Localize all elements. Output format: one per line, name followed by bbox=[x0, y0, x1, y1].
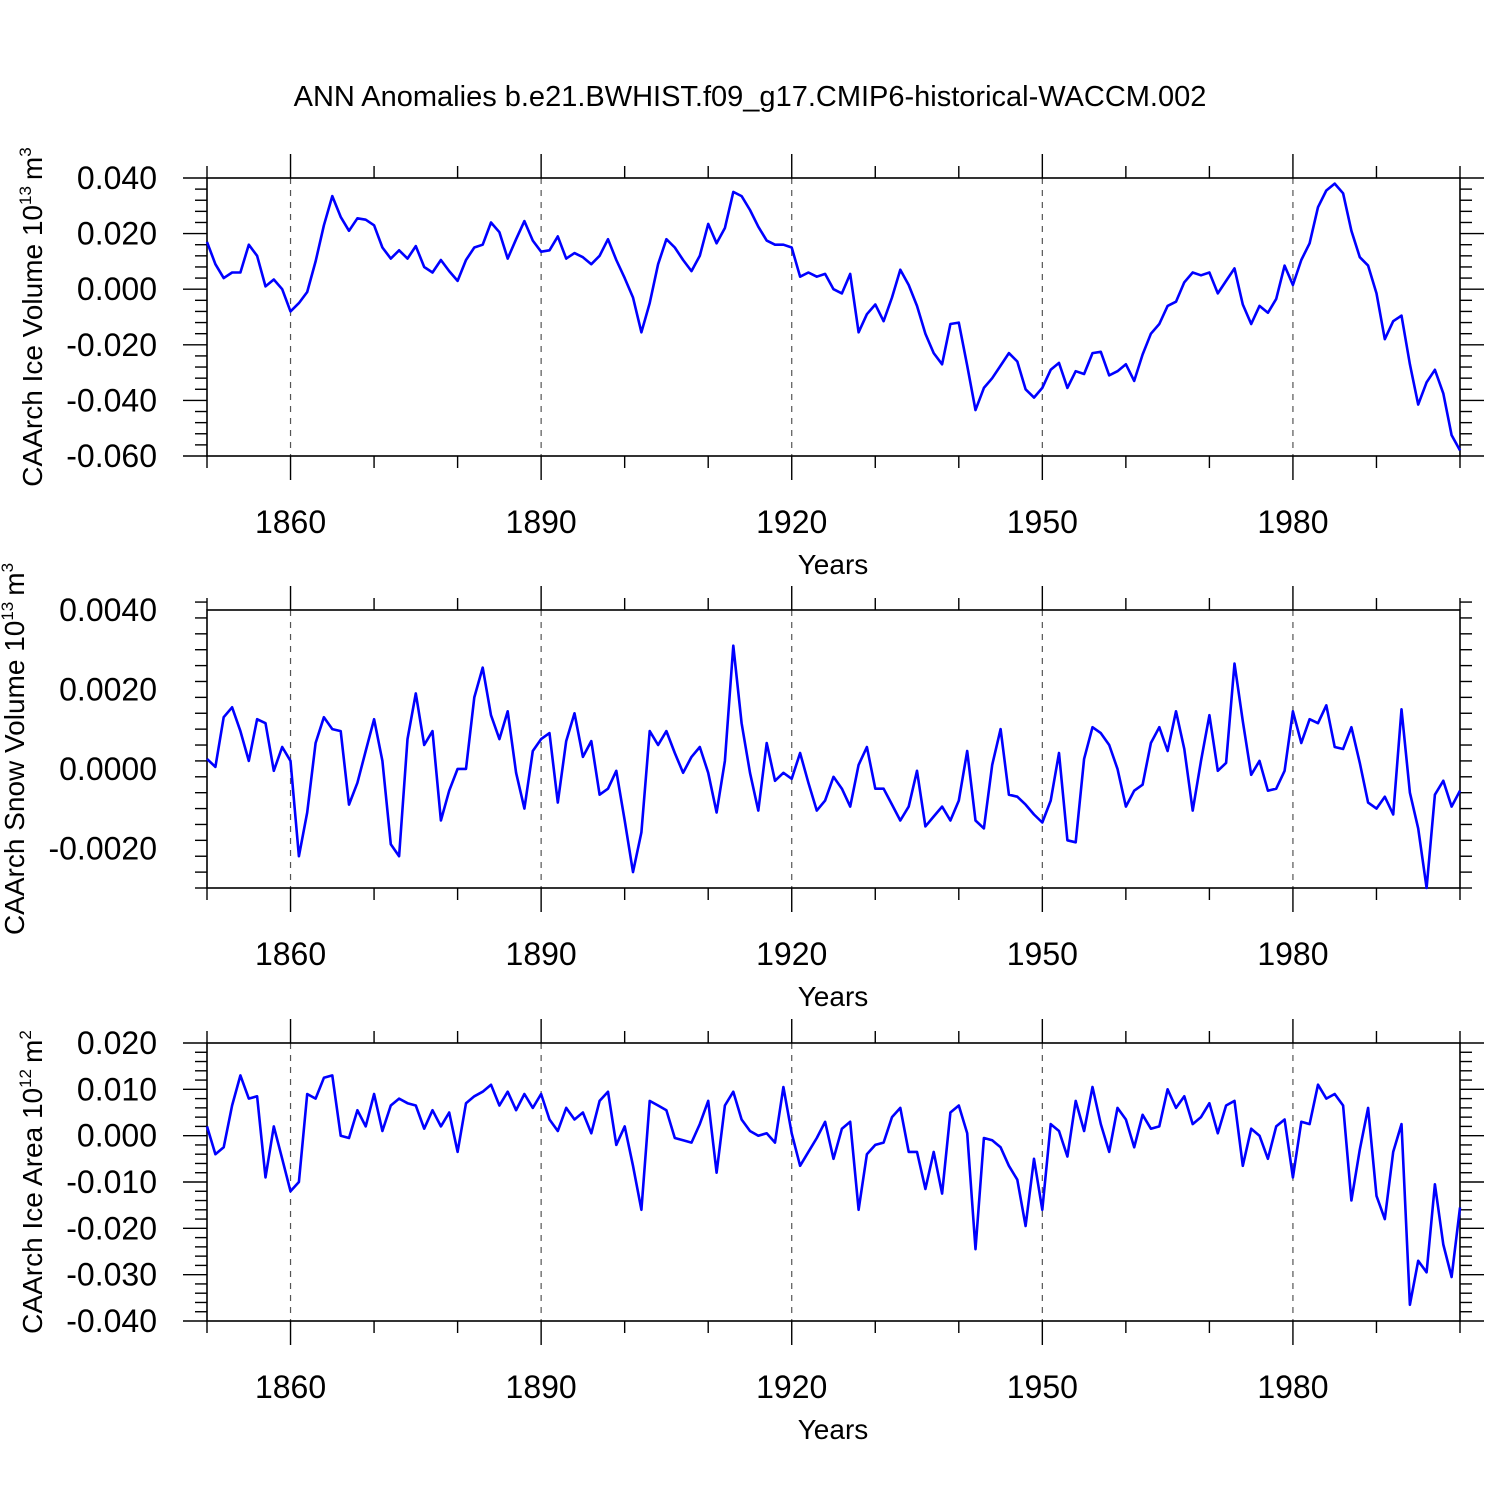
y-axis-label-unit: m bbox=[17, 157, 48, 180]
x-tick-label: 1950 bbox=[1007, 1369, 1078, 1405]
y-tick-label: 0.000 bbox=[77, 1118, 157, 1154]
x-axis-label: Years bbox=[798, 981, 869, 1012]
y-axis-label: CAArch Ice Volume 1013 m3 bbox=[16, 147, 48, 486]
x-tick-label: 1890 bbox=[506, 504, 577, 540]
x-tick-label: 1860 bbox=[255, 1369, 326, 1405]
y-axis-label-exponent: 13 bbox=[16, 186, 35, 205]
y-tick-label: 0.0000 bbox=[59, 751, 157, 787]
y-axis-label-main: CAArch Ice Area 10 bbox=[17, 1088, 48, 1334]
y-axis-label-unit-exponent: 2 bbox=[16, 1030, 35, 1039]
y-axis-label-main: CAArch Snow Volume 10 bbox=[0, 621, 30, 935]
y-tick-label: -0.0020 bbox=[48, 830, 157, 866]
y-axis-label: CAArch Ice Area 1012 m2 bbox=[16, 1030, 48, 1334]
y-axis-label: CAArch Snow Volume 1013 m3 bbox=[0, 563, 30, 935]
y-tick-label: -0.020 bbox=[66, 1210, 157, 1246]
y-tick-label: 0.0020 bbox=[59, 671, 157, 707]
x-tick-label: 1950 bbox=[1007, 504, 1078, 540]
y-tick-label: -0.040 bbox=[66, 1303, 157, 1339]
y-axis-label-exponent: 13 bbox=[0, 602, 17, 621]
y-axis-label-unit: m bbox=[17, 1040, 48, 1063]
y-tick-label: -0.010 bbox=[66, 1164, 157, 1200]
x-tick-label: 1860 bbox=[255, 936, 326, 972]
chart-title: ANN Anomalies b.e21.BWHIST.f09_g17.CMIP6… bbox=[294, 81, 1207, 113]
panel-3: 1860 1890 1920 1950 1980 0.020 0.010 0.000 -0.01… bbox=[16, 1019, 1484, 1445]
x-tick-label: 1980 bbox=[1257, 1369, 1328, 1405]
series-line bbox=[205, 182, 1462, 452]
y-axis-label-unit: m bbox=[0, 572, 30, 595]
plot-frame bbox=[206, 609, 1461, 889]
x-tick-label: 1890 bbox=[506, 1369, 577, 1405]
y-tick-label: 0.020 bbox=[77, 216, 157, 252]
x-tick-label: 1920 bbox=[756, 936, 827, 972]
y-tick-label: 0.040 bbox=[77, 160, 157, 196]
x-tick-label: 1920 bbox=[756, 1369, 827, 1405]
y-tick-label: 0.0040 bbox=[59, 592, 157, 628]
series-line bbox=[206, 644, 1462, 890]
x-axis-label: Years bbox=[798, 549, 869, 580]
x-tick-label: 1980 bbox=[1257, 936, 1328, 972]
panel-2: 1860 1890 1920 1950 1980 0.0040 0.0020 0.0000 -0… bbox=[0, 563, 1472, 1012]
y-axis-label-exponent: 12 bbox=[16, 1069, 35, 1088]
series-line bbox=[205, 1074, 1462, 1307]
y-tick-label: -0.020 bbox=[66, 327, 157, 363]
x-axis-label: Years bbox=[798, 1414, 869, 1445]
plot-frame bbox=[206, 1042, 1461, 1322]
y-axis-label-unit-exponent: 3 bbox=[16, 147, 35, 156]
x-tick-label: 1920 bbox=[756, 504, 827, 540]
y-tick-label: 0.010 bbox=[77, 1071, 157, 1107]
y-tick-label: 0.000 bbox=[77, 271, 157, 307]
plot-frame bbox=[206, 177, 1461, 457]
x-tick-label: 1860 bbox=[255, 504, 326, 540]
panel-1: 1860 1890 1920 1950 1980 0.040 0.020 0.000 -0.02… bbox=[16, 147, 1484, 580]
y-tick-label: -0.040 bbox=[66, 382, 157, 418]
y-axis-label-main: CAArch Ice Volume 10 bbox=[17, 205, 48, 487]
x-tick-label: 1950 bbox=[1007, 936, 1078, 972]
y-axis-label-unit-exponent: 3 bbox=[0, 563, 17, 572]
x-tick-label: 1890 bbox=[506, 936, 577, 972]
y-tick-label: -0.060 bbox=[66, 438, 157, 474]
y-tick-label: 0.020 bbox=[77, 1025, 157, 1061]
y-tick-label: -0.030 bbox=[66, 1257, 157, 1293]
x-tick-label: 1980 bbox=[1257, 504, 1328, 540]
